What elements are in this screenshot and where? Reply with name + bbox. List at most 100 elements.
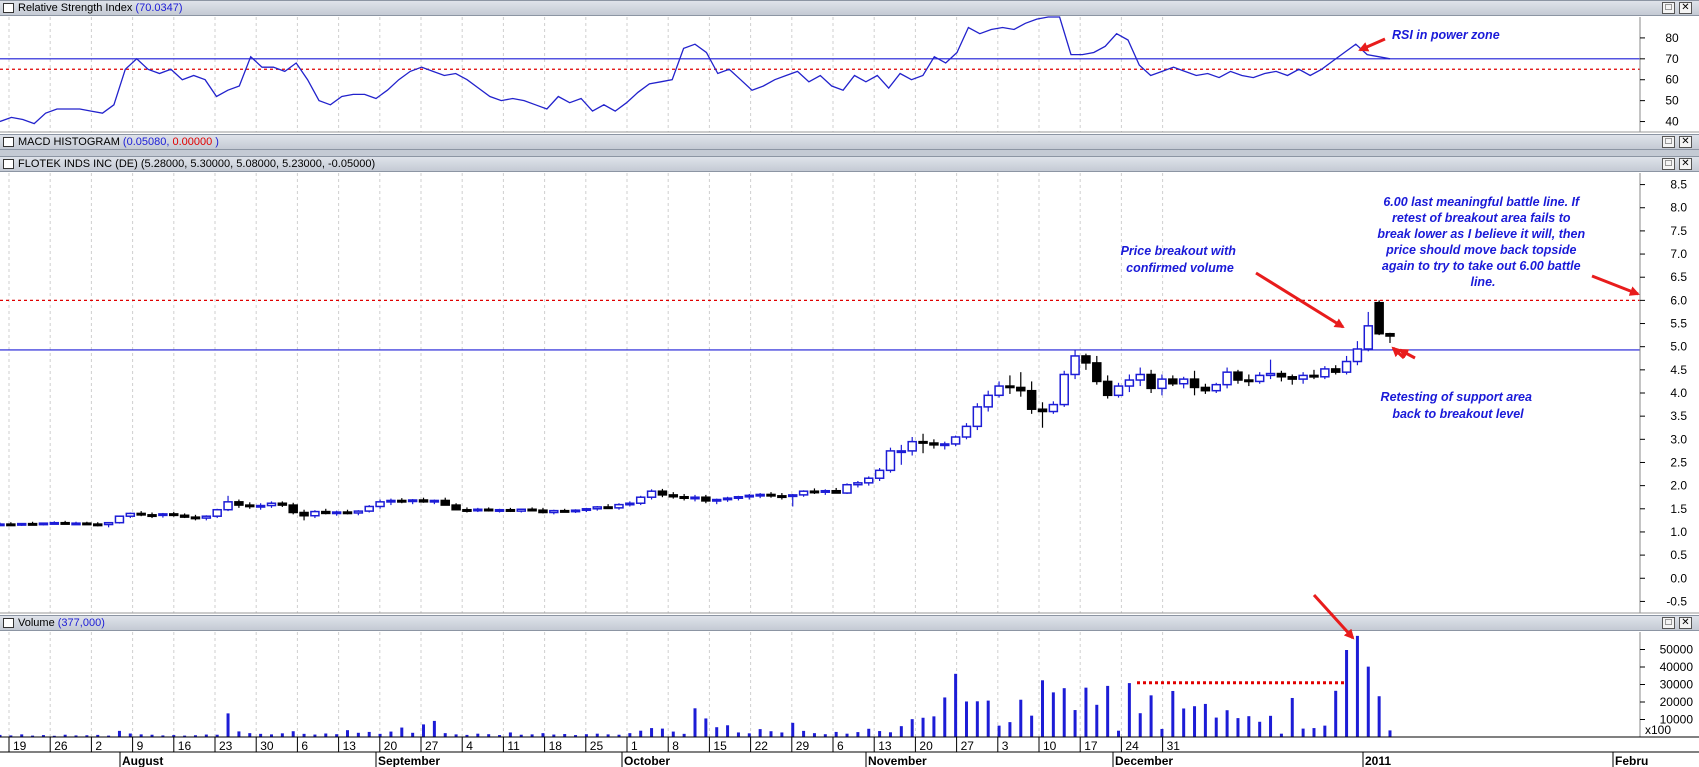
candle-body [1048,403,1059,413]
candle-body [711,498,722,502]
candle-body [1102,380,1113,397]
day-label: 29 [796,739,810,753]
candle-body [1113,385,1124,397]
candle-body [679,495,689,499]
rsi-pane-header[interactable]: Relative Strength Index (70.0347) □ ✕ [0,0,1699,16]
candle-body [1222,371,1232,386]
price-tick-label: 5.5 [1670,317,1687,331]
candle-body [885,450,896,472]
month-label: December [1115,754,1173,767]
macd-restore-button[interactable]: □ [1662,136,1675,148]
rsi-tick-label: 40 [1665,115,1679,129]
candle-body [1254,374,1265,383]
candle-body [190,516,201,520]
candle-body [1168,378,1178,385]
volume-pane-header[interactable]: Volume (377,000) □ ✕ [0,615,1699,631]
candle-body [1211,383,1221,392]
volume-pane-checkbox[interactable] [3,618,14,628]
price-tick-label: 2.0 [1670,479,1687,493]
candle-body [1037,408,1048,413]
candle-body [994,385,1004,397]
candle-body [527,508,537,512]
macd-value-1: 0.05080 [126,136,167,148]
rsi-tick-label: 80 [1665,31,1679,45]
day-label: 25 [590,739,604,753]
candle-body [1374,301,1384,335]
axes: 80 70 60 50 40 8.5 8.0 7.5 7.0 6.5 6.0 5.5 5.0 4.5 4.0… [0,17,1699,767]
candle-body [701,496,711,502]
gridlines [8,17,1164,737]
price-tick-label: 6.0 [1670,293,1687,307]
candle-body [1026,389,1037,410]
candle-body [60,521,70,525]
rsi-close-button[interactable]: ✕ [1679,2,1692,14]
day-label: 22 [755,739,769,753]
candle-body [755,493,765,497]
price-tick-label: 1.0 [1670,525,1687,539]
candle-body [864,477,874,484]
day-label: 6 [301,739,308,753]
candle-body [929,442,939,446]
rsi-tick-label: 50 [1665,94,1679,108]
day-label: 23 [219,739,233,753]
macd-close-button[interactable]: ✕ [1679,136,1692,148]
price-pane-checkbox[interactable] [3,159,14,169]
rsi-tick-label: 60 [1665,73,1679,87]
price-pane-header[interactable]: FLOTEK INDS INC (DE) (5.28000, 5.30000, … [0,156,1699,172]
candle-body [0,523,5,527]
volume-close-button[interactable]: ✕ [1679,617,1692,629]
candle-body [1320,368,1330,378]
candle-body [125,512,136,517]
candle-body [853,482,863,486]
candle-body [766,493,776,497]
macd-pane-title: MACD HISTOGRAM (0.05080, 0.00000 ) [18,136,219,148]
breakout-arrow [1255,271,1345,329]
candle-body [451,504,461,511]
volume-restore-button[interactable]: □ [1662,617,1675,629]
candle-body [592,506,603,510]
candle-body [364,505,374,512]
candle-body [27,522,38,526]
price-close-button[interactable]: ✕ [1679,158,1692,170]
price-restore-button[interactable]: □ [1662,158,1675,170]
candle-body [918,440,928,444]
candle-body [1276,372,1287,378]
candle-body [277,502,288,506]
day-label: 31 [1167,739,1181,753]
candle-body [983,394,993,408]
price-tick-label: 2.5 [1670,455,1687,469]
rsi-pane-checkbox[interactable] [3,3,14,13]
candle-body [103,521,114,526]
day-label: 9 [137,739,144,753]
candle-body [1189,378,1200,389]
rsi-annotation: RSI in power zone [1392,28,1500,42]
day-label: 8 [672,739,679,753]
candle-body [646,490,657,498]
rsi-arrow [1358,37,1386,52]
macd-pane-checkbox[interactable] [3,137,14,147]
macd-pane-header[interactable]: MACD HISTOGRAM (0.05080, 0.00000 ) □ ✕ [0,134,1699,150]
price-tick-label: 3.5 [1670,409,1687,423]
candle-body [516,508,526,512]
volume-value: (377,000) [57,617,105,629]
candle-body [82,522,92,526]
retest-arrow-2 [1398,348,1416,360]
rsi-value: (70.0347) [135,2,183,14]
candle-body [559,509,570,513]
candle-body [288,504,298,514]
price-tick-label: 4.5 [1670,363,1687,377]
month-label: Febru [1615,754,1648,767]
day-label: 11 [507,739,520,753]
candle-body [1352,348,1363,363]
candle-body [896,450,907,454]
candle-body [38,522,49,526]
rsi-restore-button[interactable]: □ [1662,2,1675,14]
day-label: 10 [1043,739,1057,753]
candle-body [657,490,668,496]
volume-tick-label: 10000 [1660,713,1694,727]
candle-body [1124,379,1135,387]
candle-body [223,501,233,511]
month-label: November [868,754,927,767]
candle-body [1298,374,1308,380]
